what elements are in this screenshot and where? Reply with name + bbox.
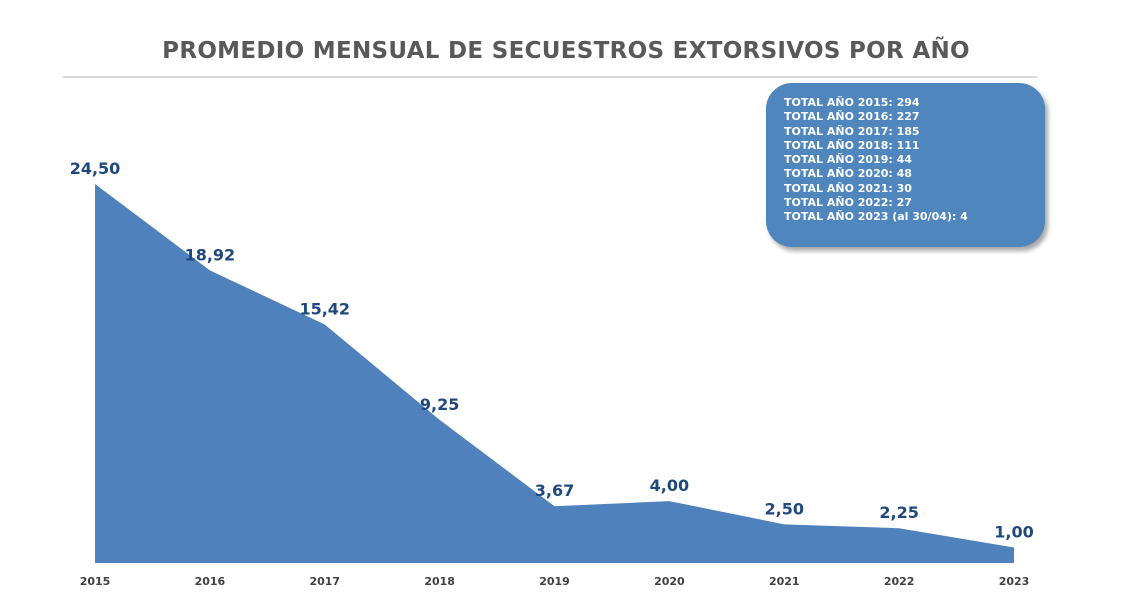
total-2021: TOTAL AÑO 2021: 30 — [784, 181, 912, 195]
total-2022: TOTAL AÑO 2022: 27 — [784, 196, 912, 210]
x-tick-label-2022: 2022 — [884, 575, 915, 588]
x-tick-label-2015: 2015 — [80, 575, 111, 588]
totals-callout: TOTAL AÑO 2015: 294 TOTAL AÑO 2016: 227 … — [766, 83, 1045, 247]
title-divider — [63, 76, 1037, 78]
total-2023: TOTAL AÑO 2023 (al 30/04): 4 — [784, 210, 968, 224]
x-tick-label-2019: 2019 — [539, 575, 570, 588]
total-2016: TOTAL AÑO 2016: 227 — [784, 110, 920, 124]
x-tick-label-2023: 2023 — [999, 575, 1030, 588]
data-label-2023: 1,00 — [994, 523, 1033, 542]
data-label-2020: 4,00 — [650, 476, 689, 495]
total-2019: TOTAL AÑO 2019: 44 — [784, 153, 912, 167]
data-label-2022: 2,25 — [879, 503, 918, 522]
chart-title: PROMEDIO MENSUAL DE SECUESTROS EXTORSIVO… — [162, 38, 970, 64]
data-label-2019: 3,67 — [535, 481, 574, 500]
data-label-2017: 15,42 — [299, 299, 350, 318]
data-label-2021: 2,50 — [765, 499, 804, 518]
total-2015: TOTAL AÑO 2015: 294 — [784, 96, 920, 109]
data-label-2018: 9,25 — [420, 395, 459, 414]
data-label-2016: 18,92 — [185, 245, 236, 264]
x-tick-label-2016: 2016 — [195, 575, 226, 588]
total-2018: TOTAL AÑO 2018: 111 — [784, 138, 920, 152]
x-tick-label-2021: 2021 — [769, 575, 800, 588]
total-2020: TOTAL AÑO 2020: 48 — [784, 167, 912, 181]
x-tick-label-2017: 2017 — [309, 575, 340, 588]
data-label-2015: 24,50 — [70, 159, 121, 178]
total-2017: TOTAL AÑO 2017: 185 — [784, 124, 920, 138]
x-tick-label-2020: 2020 — [654, 575, 685, 588]
area-series — [95, 184, 1014, 563]
x-tick-label-2018: 2018 — [424, 575, 455, 588]
